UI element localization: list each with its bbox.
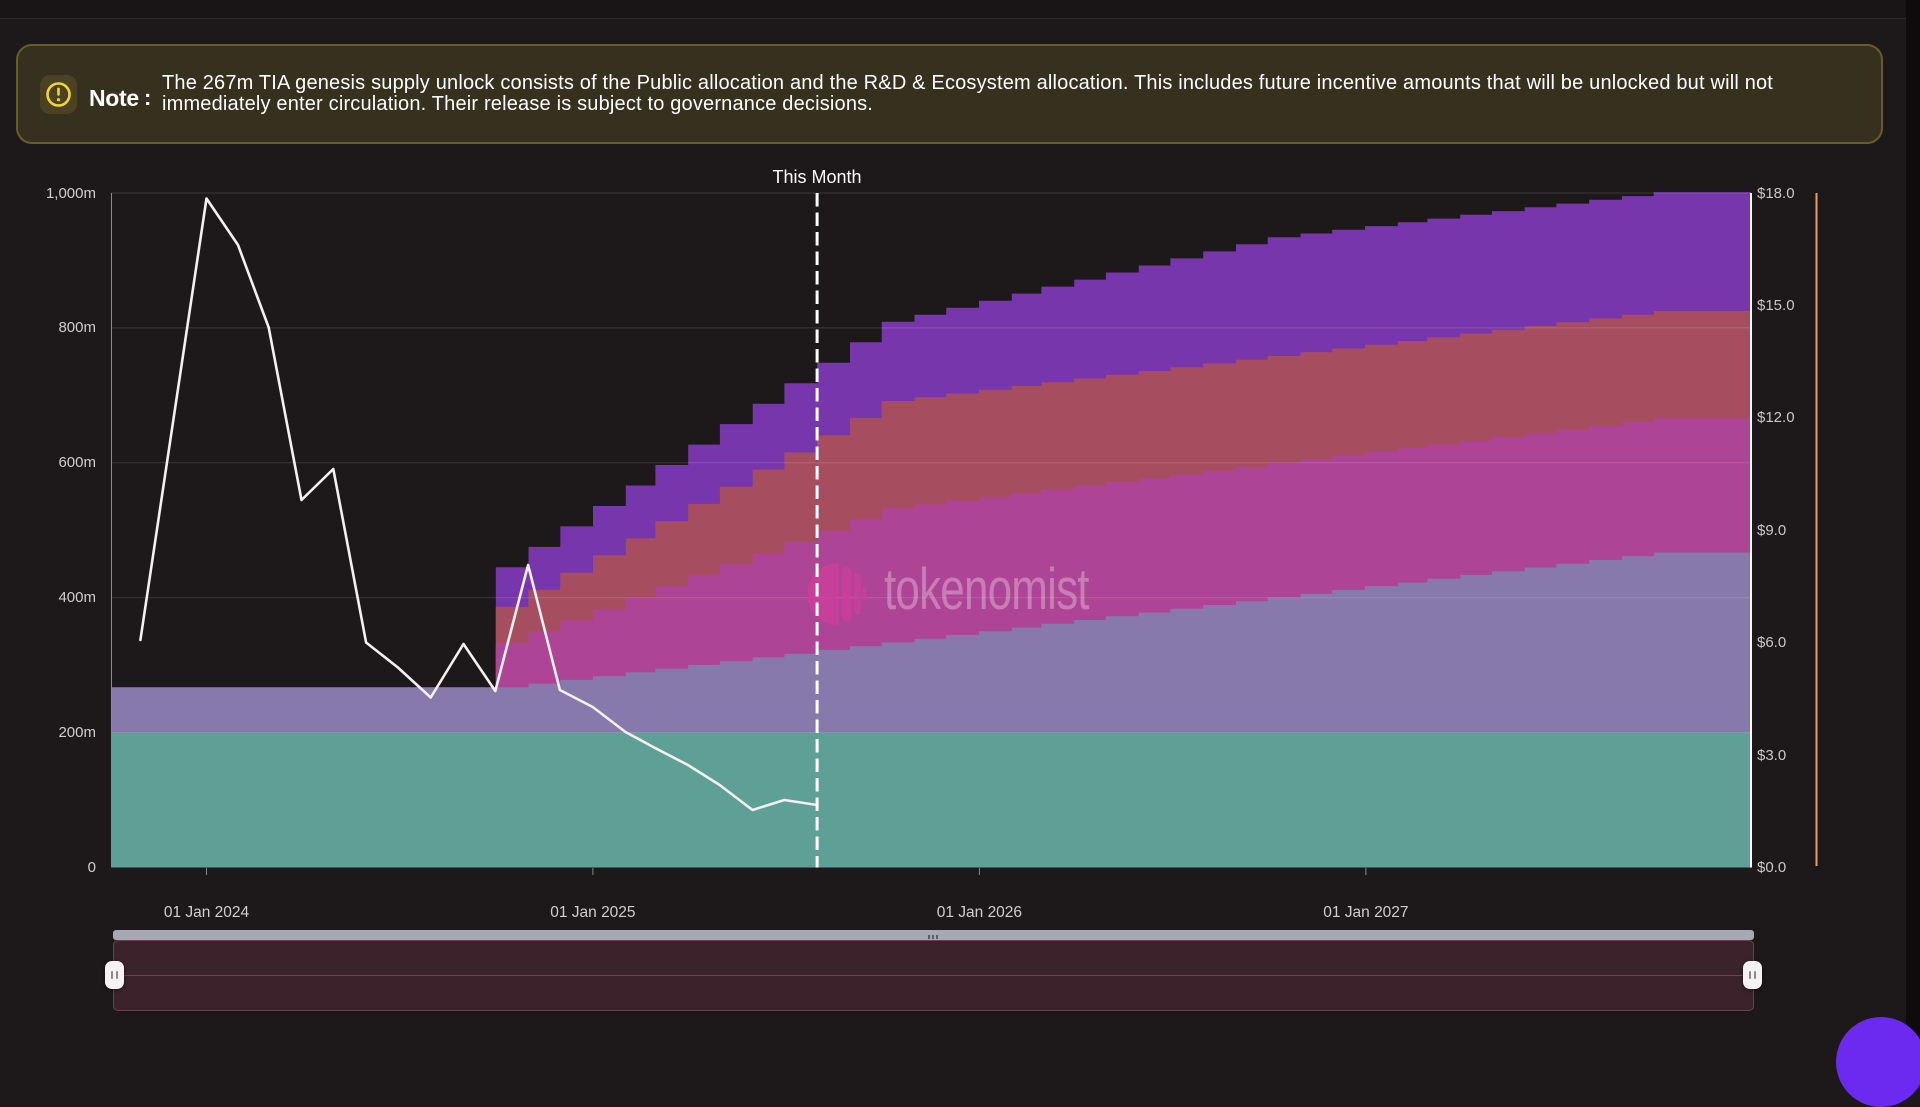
svg-text:tokenomist: tokenomist [884, 556, 1089, 621]
